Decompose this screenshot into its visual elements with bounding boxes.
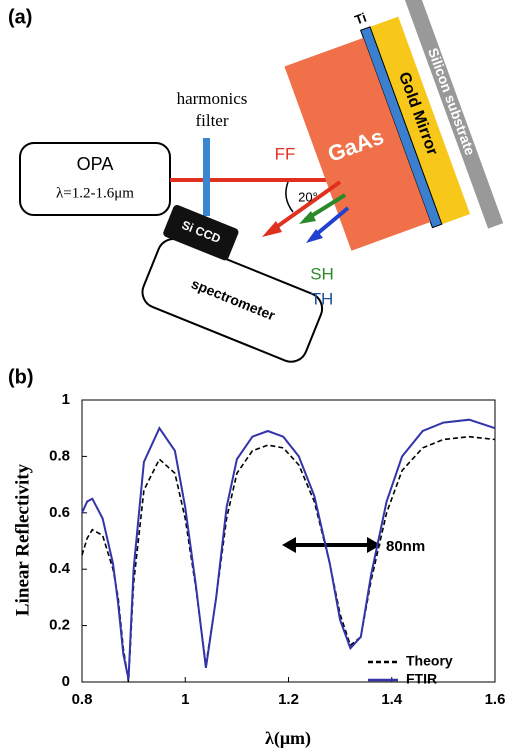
arrowhead (262, 221, 282, 237)
y-axis-label: Linear Reflectivity (12, 463, 33, 616)
series-line (81, 435, 496, 683)
filter (203, 138, 210, 216)
x-axis-label: λ(μm) (265, 728, 311, 749)
ff-label: FF (275, 144, 296, 163)
x-tick-label: 1 (181, 691, 189, 708)
annotation: 80nm (386, 538, 425, 555)
y-tick-label: 0.2 (49, 617, 70, 634)
angle-arc (285, 181, 294, 213)
y-tick-label: 0 (62, 673, 70, 690)
filter-label: harmonics (177, 89, 248, 108)
arrowhead (306, 229, 323, 243)
beam (266, 180, 342, 235)
substrate (402, 0, 504, 229)
x-tick-label: 1.6 (485, 691, 506, 708)
series-line (81, 418, 496, 680)
th-label: TH (311, 289, 334, 308)
legend-label: Theory (406, 653, 453, 669)
gaas (284, 37, 431, 251)
sh-label: SH (310, 264, 334, 283)
opa-label: OPA (77, 154, 114, 174)
ti-label: Ti (353, 10, 369, 28)
y-tick-label: 0.6 (49, 504, 70, 521)
y-tick-label: 1 (62, 391, 70, 408)
x-tick-label: 1.4 (381, 691, 403, 708)
panel-label: (a) (8, 6, 32, 28)
gold (370, 16, 471, 225)
y-tick-label: 0.4 (49, 560, 71, 577)
opa-range: λ=1.2-1.6μm (56, 185, 134, 201)
panel-label: (b) (8, 366, 34, 388)
angle-label: 20° (298, 189, 318, 204)
filter-label: filter (195, 111, 228, 130)
x-tick-label: 1.2 (278, 691, 299, 708)
y-tick-label: 0.8 (49, 447, 70, 464)
ccd (163, 205, 239, 261)
x-tick-label: 0.8 (72, 691, 93, 708)
legend-label: FTIR (406, 671, 437, 687)
spectrometer (141, 238, 324, 363)
arrowhead (299, 211, 316, 224)
